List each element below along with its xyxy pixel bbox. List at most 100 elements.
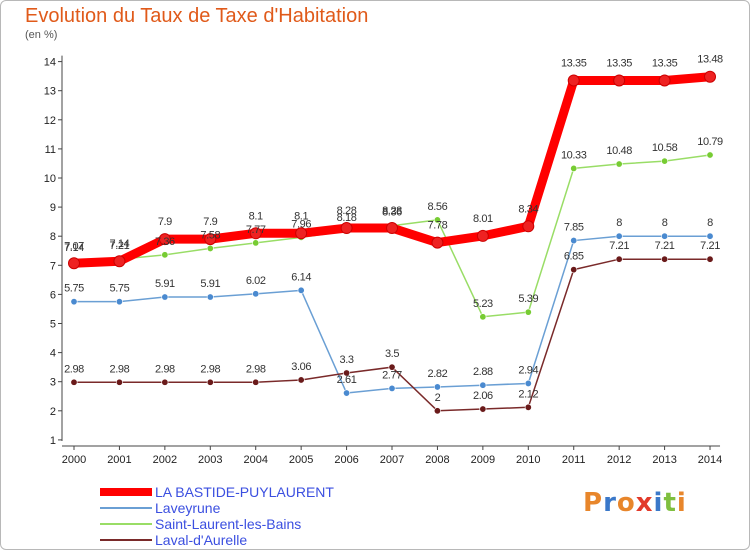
data-label: 7.21 (110, 240, 130, 252)
data-label: 10.58 (652, 142, 678, 154)
data-point (68, 257, 80, 270)
x-tick-label: 2005 (289, 454, 313, 466)
y-tick-label: 9 (50, 202, 56, 214)
data-point (252, 378, 260, 386)
data-point (567, 74, 580, 87)
x-tick-label: 2000 (62, 454, 86, 466)
data-point (206, 244, 214, 252)
data-label: 8.01 (473, 213, 493, 225)
data-label: 5.39 (518, 293, 538, 305)
x-tick-label: 2001 (107, 454, 131, 466)
x-tick-label: 2007 (380, 454, 404, 466)
data-label: 2.98 (64, 363, 84, 375)
x-tick-label: 2011 (562, 454, 586, 466)
data-point (570, 266, 578, 274)
data-point (388, 363, 396, 371)
data-point (70, 298, 78, 306)
chart-title: Evolution du Taux de Taxe d'Habitation (25, 5, 369, 27)
y-tick-label: 10 (44, 173, 56, 185)
data-label: 8.1 (249, 210, 263, 222)
data-label: 2.06 (473, 390, 493, 402)
legend-label: Saint-Laurent-les-Bains (155, 516, 302, 532)
data-label: 6.14 (291, 271, 311, 283)
x-tick-label: 2013 (652, 454, 676, 466)
data-label: 2.61 (337, 374, 357, 386)
data-point (615, 160, 623, 168)
data-label: 8.28 (382, 205, 402, 217)
data-point (343, 369, 351, 377)
legend-label: LA BASTIDE-PUYLAURENT (155, 484, 334, 500)
data-point (524, 308, 532, 316)
x-tick-label: 2003 (198, 454, 222, 466)
data-label: 13.35 (606, 58, 632, 70)
data-label: 3.06 (291, 361, 311, 373)
data-point (158, 233, 171, 246)
data-label: 8.28 (337, 205, 357, 217)
data-label: 2.98 (246, 363, 266, 375)
chart-subtitle: (en %) (25, 29, 58, 41)
data-point (388, 384, 396, 392)
data-label: 5.23 (473, 298, 493, 310)
data-label: 2.12 (518, 388, 538, 400)
data-point (295, 227, 308, 240)
legend-swatch (100, 539, 152, 541)
data-label: 7.78 (428, 220, 448, 232)
data-point (706, 151, 714, 159)
data-point (386, 222, 399, 235)
data-label: 8 (707, 217, 713, 229)
data-label: 2.98 (200, 363, 220, 375)
data-label: 5.91 (200, 278, 220, 290)
data-label: 2.77 (382, 369, 402, 381)
data-label: 8.18 (337, 212, 357, 224)
data-point (115, 378, 123, 386)
data-label: 3.5 (385, 348, 399, 360)
data-point (479, 313, 487, 321)
data-point (570, 164, 578, 172)
data-label: 6.02 (246, 275, 266, 287)
x-tick-label: 2010 (516, 454, 540, 466)
x-tick-label: 2014 (698, 454, 722, 466)
data-point (522, 220, 535, 233)
y-tick-label: 7 (50, 260, 56, 272)
y-tick-label: 3 (50, 377, 56, 389)
data-point (161, 251, 169, 259)
data-point (252, 239, 260, 247)
data-point (204, 233, 217, 246)
data-label: 3.3 (340, 354, 354, 366)
data-point (706, 255, 714, 263)
data-point (433, 216, 441, 224)
x-tick-label: 2006 (334, 454, 358, 466)
y-tick-label: 12 (44, 115, 56, 127)
data-label: 8.34 (518, 203, 538, 215)
data-label: 13.35 (652, 58, 678, 70)
data-label: 8.1 (294, 210, 308, 222)
legend-label: Laval-d'Aurelle (155, 532, 248, 548)
data-label: 7.14 (64, 242, 84, 254)
data-point (570, 237, 578, 245)
data-point (115, 298, 123, 306)
data-label: 7.9 (203, 216, 217, 228)
data-point (161, 293, 169, 301)
data-label: 13.35 (561, 58, 587, 70)
y-tick-label: 8 (50, 231, 56, 243)
data-point (252, 290, 260, 298)
y-tick-label: 13 (44, 86, 56, 98)
legend-label: Laveyrune (155, 500, 221, 516)
data-label: 7.9 (158, 216, 172, 228)
data-point (479, 381, 487, 389)
data-label: 7.21 (609, 240, 629, 252)
x-tick-label: 2012 (607, 454, 631, 466)
data-point (433, 383, 441, 391)
data-point (433, 407, 441, 415)
data-label: 5.91 (155, 278, 175, 290)
data-label: 2.98 (110, 363, 130, 375)
data-point (70, 378, 78, 386)
data-label: 7.14 (110, 238, 130, 250)
data-point (340, 222, 353, 235)
data-point (476, 229, 489, 242)
data-label: 2.94 (518, 364, 538, 376)
data-label: 7.85 (564, 222, 584, 234)
data-label: 8 (616, 217, 622, 229)
data-label: 8 (662, 217, 668, 229)
